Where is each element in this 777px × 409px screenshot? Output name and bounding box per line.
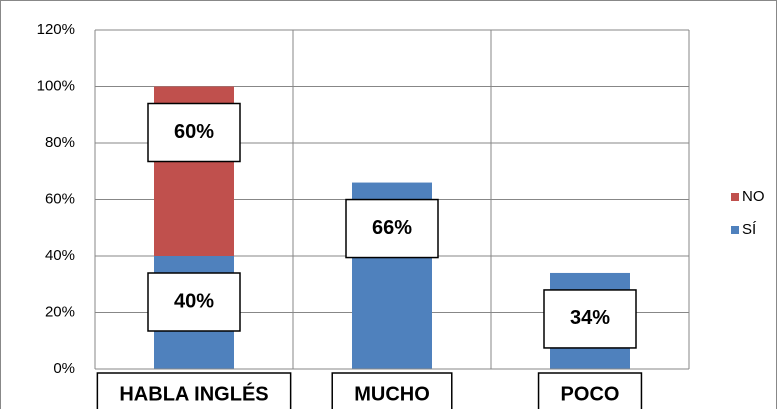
category-box — [537, 372, 643, 409]
data-label-box — [543, 289, 637, 349]
data-label-box — [345, 198, 439, 259]
legend-swatch — [731, 226, 739, 234]
data-label-box — [147, 272, 241, 332]
data-label: 60% — [174, 121, 214, 143]
y-tick-label: 20% — [45, 303, 75, 320]
data-label-box — [147, 102, 241, 163]
x-tick-label: MUCHO — [354, 383, 430, 405]
x-tick-label: POCO — [561, 383, 620, 405]
data-label: 34% — [570, 307, 610, 329]
y-tick-label: 0% — [53, 360, 75, 377]
category-box — [96, 372, 292, 409]
data-label: 40% — [174, 290, 214, 312]
y-tick-label: 120% — [37, 21, 75, 38]
y-tick-label: 80% — [45, 134, 75, 151]
y-tick-label: 60% — [45, 190, 75, 207]
legend-label: SÍ — [742, 221, 757, 238]
legend-label: NO — [742, 188, 765, 205]
legend-swatch — [731, 193, 739, 201]
y-tick-label: 40% — [45, 247, 75, 264]
category-box — [331, 372, 453, 409]
y-tick-label: 100% — [37, 77, 75, 94]
data-label: 66% — [372, 217, 412, 239]
x-tick-label: HABLA INGLÉS — [119, 382, 268, 405]
